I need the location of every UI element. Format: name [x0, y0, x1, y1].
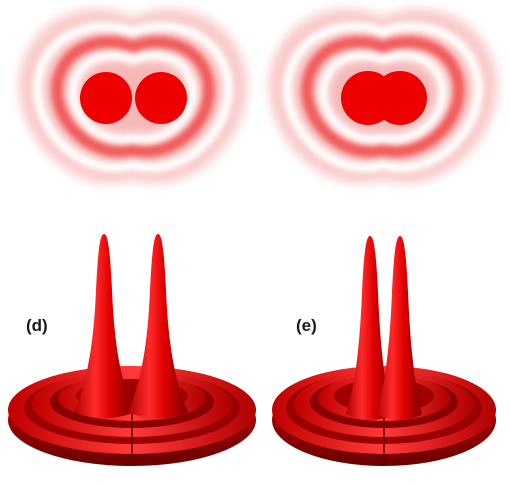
- intensity-map-right: [268, 8, 498, 184]
- white-ring-inner-right: [319, 51, 447, 143]
- panel-label-e: (e): [296, 316, 317, 335]
- peak-cone-e-right: [376, 236, 422, 420]
- peak-spot-left: [80, 72, 132, 124]
- peak-cone-d-left: [74, 234, 134, 418]
- red-ring-left: [50, 36, 216, 158]
- panel-label-d: (d): [26, 316, 48, 335]
- peak-cone-d-right: [128, 234, 188, 418]
- white-ring-inner-left: [69, 51, 197, 143]
- intensity-map-left: [18, 8, 248, 184]
- red-ring-right: [300, 36, 466, 158]
- peak-spot-right: [135, 72, 187, 124]
- white-ring-outer-right: [283, 21, 483, 172]
- peak-spot-right-b: [373, 71, 427, 125]
- surface-plot-d: [8, 234, 256, 466]
- white-ring-outer-left: [33, 21, 233, 172]
- peak-cone-e-left: [346, 236, 392, 420]
- surface-plot-e: [272, 236, 496, 466]
